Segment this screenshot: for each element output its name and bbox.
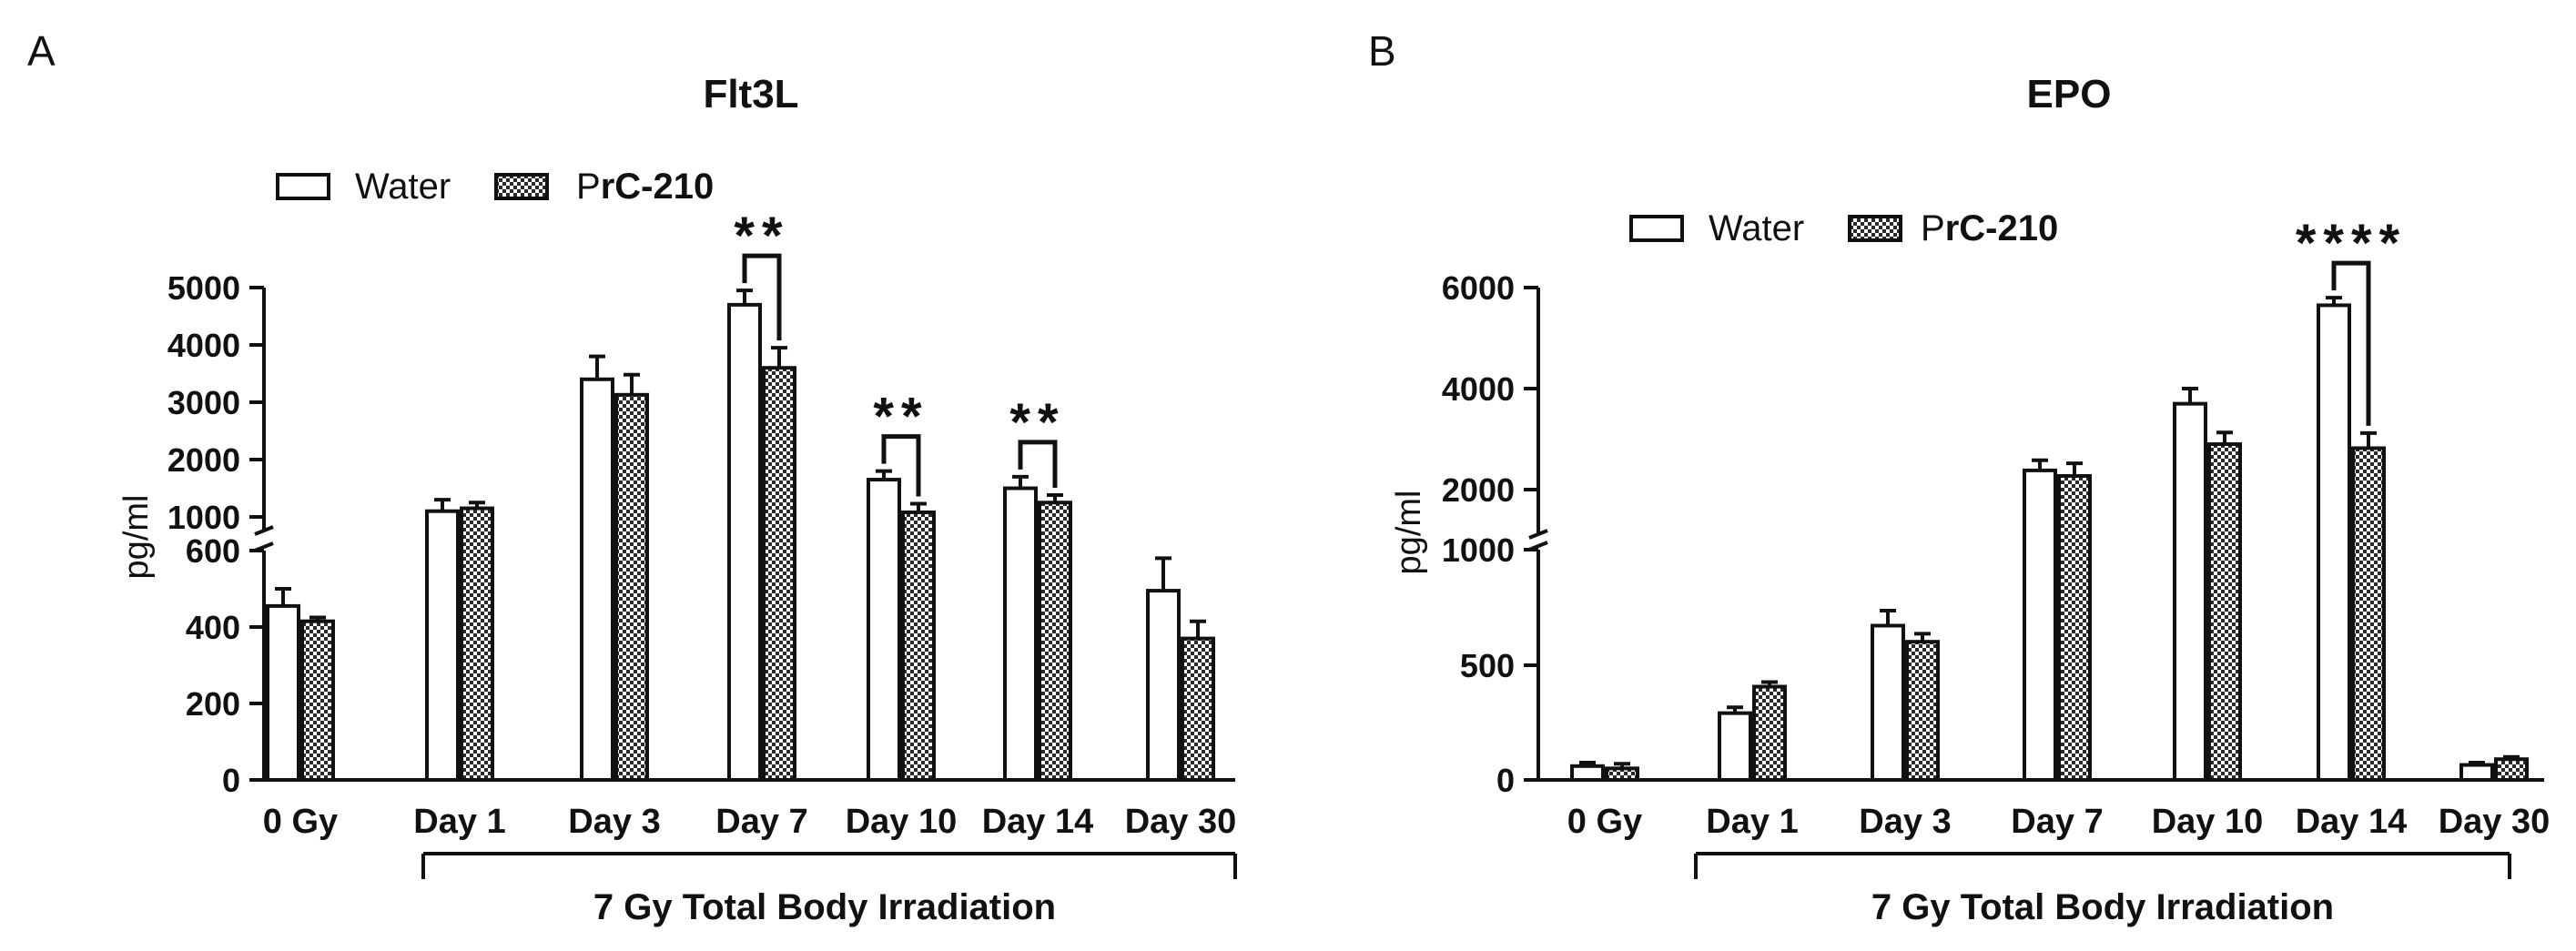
xtick-b-6: Day 30 [2439, 803, 2551, 841]
bar-a-prc210-3 [762, 366, 796, 782]
panel-b-axis-break-1 [1528, 529, 1548, 540]
bar-a-water-3 [727, 302, 762, 782]
ytick-b-2000: 2000 [1442, 471, 1515, 509]
panel-b-letter: B [1368, 27, 1396, 75]
xtick-a-0: 0 Gy [263, 803, 338, 841]
bar-b-prc210-1 [1752, 684, 1787, 782]
panel-b-legend: Water PrC-210 [1629, 208, 2058, 248]
xtick-b-2: Day 3 [1859, 803, 1951, 841]
ytick-a-5000: 5000 [167, 269, 240, 307]
panel-b-ylabel: pg/ml [1390, 491, 1428, 575]
panel-b-group-label: 7 Gy Total Body Irradiation [1871, 887, 2334, 927]
xtick-b-0: 0 Gy [1567, 803, 1642, 841]
xtick-a-4: Day 10 [846, 803, 958, 841]
ytick-a-3000: 3000 [167, 384, 240, 421]
sig-label-a-5: ** [1009, 393, 1065, 452]
bar-a-prc210-1 [460, 506, 494, 782]
panel-a-group-bracket [421, 852, 1237, 879]
sig-bracket-a-4 [881, 434, 921, 497]
xtick-a-1: Day 1 [413, 803, 505, 841]
bar-a-prc210-4 [901, 510, 936, 783]
ytick-a-0: 0 [222, 762, 240, 799]
ytick-b-1000: 1000 [1442, 531, 1515, 569]
panel-a-ytick-labels: 5000 4000 3000 2000 1000 600 400 200 0 [167, 269, 240, 799]
xtick-a-6: Day 30 [1125, 803, 1237, 841]
bar-a-prc210-6 [1181, 636, 1215, 782]
ytick-b-0: 0 [1496, 762, 1515, 799]
panel-b-title: EPO [2027, 72, 2112, 116]
bar-a-water-6 [1146, 589, 1181, 782]
panel-b-significance: **** [2296, 214, 2407, 426]
legend-water-label: Water [355, 167, 451, 207]
panel-a: A Flt3L Water PrC-210 pg/ml [27, 27, 1237, 927]
bar-a-water-1 [425, 509, 460, 782]
xtick-a-5: Day 14 [982, 803, 1094, 841]
bar-b-prc210-6 [2494, 757, 2529, 782]
legend-water-swatch [1629, 215, 1684, 242]
bar-b-water-1 [1718, 711, 1752, 783]
bar-a-water-5 [1003, 486, 1038, 782]
legend-water-swatch [276, 173, 330, 200]
bar-b-prc210-4 [2207, 442, 2242, 782]
sig-label-a-3: ** [734, 207, 789, 266]
bar-a-prc210-0 [300, 619, 335, 783]
bar-a-water-2 [580, 377, 614, 782]
bar-a-prc210-5 [1038, 501, 1072, 782]
panel-a-group-label: 7 Gy Total Body Irradiation [593, 887, 1056, 927]
panel-a-significance: ** ** ** [734, 207, 1065, 497]
xtick-a-3: Day 7 [715, 803, 807, 841]
ytick-a-4000: 4000 [167, 327, 240, 364]
legend-prc210-label: PrC-210 [1921, 208, 2058, 248]
panel-b-ytick-labels: 6000 4000 2000 1000 500 0 [1442, 269, 1515, 799]
bar-b-prc210-5 [2351, 446, 2386, 782]
ytick-b-4000: 4000 [1442, 370, 1515, 408]
sig-label-a-4: ** [873, 388, 928, 447]
sig-bracket-b-5 [2331, 260, 2371, 426]
panel-a-legend: Water PrC-210 [276, 167, 714, 207]
legend-prc210-swatch [1848, 215, 1902, 242]
bar-a-water-0 [266, 603, 300, 783]
bar-b-water-5 [2317, 303, 2351, 782]
bar-b-water-4 [2173, 401, 2207, 782]
ytick-b-500: 500 [1460, 647, 1515, 684]
legend-prc210-label: PrC-210 [576, 167, 714, 207]
panel-a-letter: A [27, 27, 56, 75]
legend-water-label: Water [1709, 208, 1804, 248]
bar-b-water-6 [2459, 763, 2494, 782]
panel-b-category-labels: 0 Gy Day 1 Day 3 Day 7 Day 10 Day 14 Day 30 [1567, 803, 2550, 841]
panel-a-axis-break-1 [254, 525, 274, 536]
bar-b-water-2 [1871, 623, 1905, 782]
sig-label-b-5: **** [2296, 214, 2407, 273]
panel-a-bars [266, 288, 1215, 783]
bar-b-prc210-2 [1905, 640, 1940, 783]
bar-b-prc210-3 [2057, 474, 2092, 782]
panel-a-category-labels: 0 Gy Day 1 Day 3 Day 7 Day 10 Day 14 Day 30 [263, 803, 1236, 841]
bar-a-prc210-2 [614, 392, 649, 782]
panel-a-title: Flt3L [703, 72, 798, 116]
xtick-b-1: Day 1 [1706, 803, 1798, 841]
bar-b-water-3 [2023, 468, 2057, 782]
bar-a-water-4 [867, 478, 901, 782]
ytick-a-2000: 2000 [167, 441, 240, 479]
ytick-a-200: 200 [186, 685, 240, 723]
panel-b: B EPO Water PrC-210 pg/ml 6000 4000 20 [1368, 27, 2550, 927]
panel-b-bars [1570, 296, 2529, 783]
xtick-b-4: Day 10 [2152, 803, 2264, 841]
xtick-a-2: Day 3 [568, 803, 660, 841]
bar-b-water-0 [1570, 764, 1605, 783]
xtick-b-3: Day 7 [2011, 803, 2103, 841]
ytick-a-400: 400 [186, 609, 240, 646]
panel-b-group-bracket [1694, 852, 2511, 879]
panel-a-ylabel: pg/ml [117, 495, 156, 580]
ytick-b-6000: 6000 [1442, 269, 1515, 307]
legend-prc210-swatch [494, 173, 549, 200]
ytick-a-600: 600 [186, 532, 240, 570]
xtick-b-5: Day 14 [2296, 803, 2408, 841]
bar-b-prc210-0 [1605, 766, 1639, 782]
ytick-a-1000: 1000 [167, 499, 240, 536]
sig-bracket-a-3 [742, 253, 782, 341]
sig-bracket-a-5 [1018, 440, 1058, 489]
